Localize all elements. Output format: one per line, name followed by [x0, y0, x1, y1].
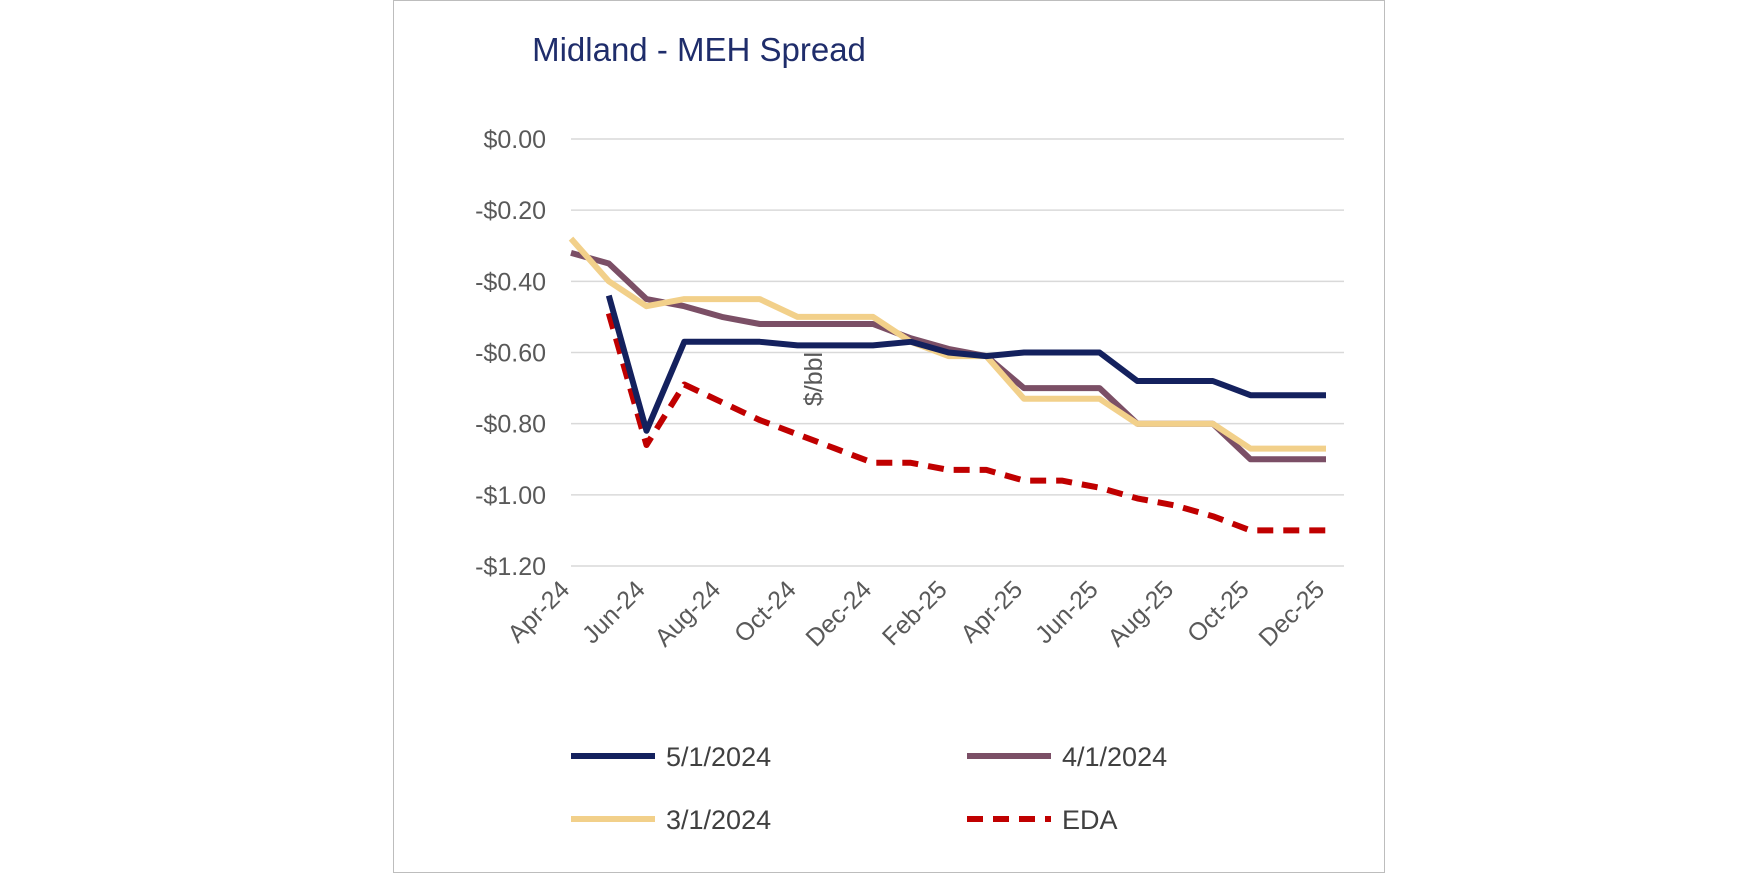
y-tick-label: -$0.60: [475, 340, 546, 368]
legend-label: 5/1/2024: [666, 742, 771, 772]
x-tick-label: Aug-25: [1102, 575, 1179, 652]
x-tick-label: Dec-25: [1253, 575, 1330, 652]
x-tick-label: Dec-24: [800, 575, 877, 652]
series-line: [568, 236, 1326, 452]
series-line: [605, 294, 1326, 434]
series-line: [605, 312, 1326, 534]
x-tick-label: Oct-24: [729, 575, 802, 648]
y-tick-label: -$1.20: [475, 553, 546, 581]
line-chart: Midland - MEH Spread $0.00 -$0.20 -$0.40 -$…: [475, 31, 1344, 835]
y-tick-label: -$0.40: [475, 268, 546, 296]
y-tick-label: -$0.20: [475, 197, 546, 225]
y-axis-label: $/bbl: [800, 352, 828, 406]
x-tick-label: Feb-25: [877, 575, 953, 651]
y-tick-label: -$1.00: [475, 482, 546, 510]
gridlines: [571, 138, 1344, 567]
legend-label: 4/1/2024: [1062, 742, 1167, 772]
x-tick-label: Oct-25: [1182, 575, 1255, 648]
x-tick-label: Apr-24: [502, 575, 575, 648]
x-tick-label: Jun-25: [1030, 575, 1104, 649]
chart-title: Midland - MEH Spread: [532, 31, 866, 68]
legend-label: 3/1/2024: [666, 805, 771, 835]
legend-label: EDA: [1062, 805, 1118, 835]
x-tick-label: Jun-24: [577, 575, 651, 649]
y-axis-tick-labels: $0.00 -$0.20 -$0.40 -$0.60 -$0.80 -$1.00 -$1.2…: [475, 126, 546, 581]
legend: 5/1/2024 4/1/2024 3/1/2024 EDA: [571, 742, 1167, 835]
x-tick-label: Apr-25: [955, 575, 1028, 648]
y-tick-label: $0.00: [483, 126, 546, 154]
y-tick-label: -$0.80: [475, 411, 546, 439]
series-lines: [568, 236, 1326, 534]
chart-frame: Midland - MEH Spread $0.00 -$0.20 -$0.40 -$…: [393, 0, 1385, 873]
x-tick-label: Aug-24: [649, 575, 726, 652]
